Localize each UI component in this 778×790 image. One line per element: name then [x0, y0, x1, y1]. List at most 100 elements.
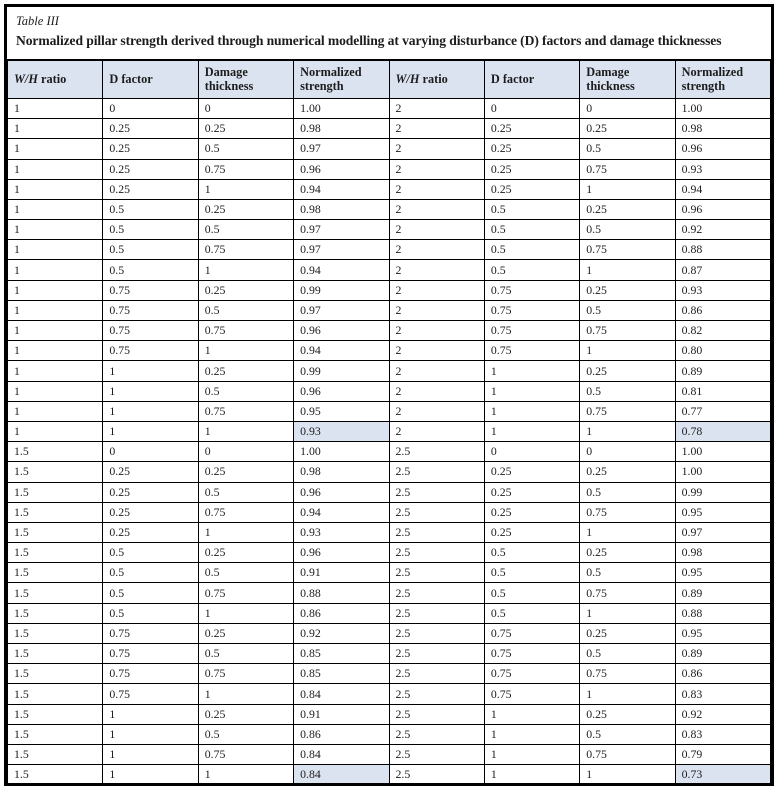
cell: 0.5 [483, 259, 581, 281]
cell: 0.75 [197, 582, 295, 604]
cell: 0.25 [102, 138, 199, 160]
cell: 1 [102, 420, 199, 443]
cell: 0.75 [483, 683, 581, 705]
table-row: 1.5 0.75 1 0.84 2.5 0.75 1 0.83 [7, 683, 771, 705]
column-header: D factor [102, 59, 199, 99]
cell: 0.25 [102, 461, 199, 483]
cell: 0.88 [674, 239, 771, 261]
cell: 2 [388, 198, 485, 221]
cell: 2 [388, 320, 485, 342]
cell: 0.96 [293, 542, 390, 564]
cell: 1 [483, 703, 581, 725]
cell: 0.25 [102, 118, 199, 140]
table-row: 1.5 0.25 0.5 0.96 2.5 0.25 0.5 0.99 [7, 481, 771, 503]
cell: 0.97 [293, 138, 390, 160]
table-row: 1 0.75 0.75 0.96 2 0.75 0.75 0.82 [7, 320, 771, 342]
cell: 1 [197, 683, 295, 705]
cell: 1.5 [7, 743, 104, 766]
column-header-text: W/H [395, 72, 420, 87]
cell: 1 [197, 602, 295, 624]
cell: 1 [102, 380, 199, 402]
cell: 1 [197, 420, 295, 443]
cell: 2.5 [388, 521, 485, 544]
cell: 1 [7, 97, 104, 120]
cell: 2.5 [388, 743, 485, 766]
cell: 0.84 [293, 683, 390, 705]
cell: 1 [7, 380, 104, 402]
cell: 0 [197, 97, 295, 120]
cell: 1 [483, 743, 581, 766]
column-header: W/H ratio [388, 59, 485, 99]
cell: 1 [197, 259, 295, 281]
cell: 0.95 [293, 400, 390, 422]
cell: 0.75 [197, 320, 295, 342]
table-row: 1.5 0.5 0.75 0.88 2.5 0.5 0.75 0.89 [7, 582, 771, 604]
cell: 1 [7, 340, 104, 362]
cell: 1.00 [674, 97, 771, 120]
cell: 0.75 [102, 683, 199, 705]
cell: 0.5 [197, 481, 295, 503]
column-header-text: W/H [14, 72, 38, 87]
cell: 2 [388, 178, 485, 200]
table-row: 1 0.5 0.75 0.97 2 0.5 0.75 0.88 [7, 239, 771, 261]
column-header-text: ratio [419, 72, 448, 87]
cell: 0.5 [579, 299, 676, 322]
cell: 2.5 [388, 481, 485, 503]
cell: 0.75 [579, 663, 676, 685]
cell: 0.5 [483, 198, 581, 221]
table-row: 1 0.5 0.5 0.97 2 0.5 0.5 0.92 [7, 219, 771, 241]
cell: 0.83 [674, 683, 771, 705]
cell: 0.5 [102, 582, 199, 604]
table-row: 1 0.25 0.75 0.96 2 0.25 0.75 0.93 [7, 158, 771, 180]
cell: 1.5 [7, 643, 104, 665]
cell: 0.25 [102, 521, 199, 544]
cell: 2.5 [388, 703, 485, 725]
cell: 1 [102, 723, 199, 745]
cell: 0.99 [293, 279, 390, 301]
cell: 0.75 [579, 320, 676, 342]
cell: 0.81 [674, 380, 771, 402]
cell: 2.5 [388, 683, 485, 705]
column-header-text: D factor [490, 72, 535, 87]
cell: 2.5 [388, 764, 485, 783]
table-row: 1 0.5 0.25 0.98 2 0.5 0.25 0.96 [7, 198, 771, 221]
cell: 0.5 [102, 542, 199, 564]
cell: 0.5 [102, 239, 199, 261]
cell: 0 [579, 441, 676, 463]
cell: 0.97 [293, 239, 390, 261]
cell: 1 [7, 239, 104, 261]
column-header-text: Damage thickness [586, 65, 635, 94]
cell: 0.5 [579, 723, 676, 745]
cell: 0.83 [674, 723, 771, 745]
table-label: Table III [16, 14, 59, 28]
cell: 1.5 [7, 703, 104, 725]
cell: 0.75 [483, 299, 581, 322]
cell: 1 [7, 320, 104, 342]
cell: 0.91 [293, 562, 390, 584]
cell: 0.5 [102, 259, 199, 281]
cell: 0.5 [483, 239, 581, 261]
table-row: 1.5 0.5 1 0.86 2.5 0.5 1 0.88 [7, 602, 771, 624]
cell: 2.5 [388, 622, 485, 645]
cell: 1 [7, 279, 104, 301]
cell: 0.98 [293, 198, 390, 221]
cell: 1 [483, 420, 581, 443]
cell: 0.5 [197, 562, 295, 584]
cell: 0 [483, 97, 581, 120]
cell: 0.75 [579, 400, 676, 422]
cell: 2.5 [388, 461, 485, 483]
cell: 0.96 [293, 380, 390, 402]
table-row: 1.5 1 0.5 0.86 2.5 1 0.5 0.83 [7, 723, 771, 745]
cell: 1.00 [293, 97, 390, 120]
table-row: 1.5 0.25 1 0.93 2.5 0.25 1 0.97 [7, 521, 771, 544]
cell: 0.25 [579, 118, 676, 140]
cell: 0.93 [674, 158, 771, 180]
cell: 1.5 [7, 683, 104, 705]
cell: 0.25 [483, 521, 581, 544]
table-body: 1 0 0 1.00 2 0 0 1.00 1 0.25 0.25 0.98 2 0.25 0.25 0.98… [7, 97, 771, 783]
cell: 1 [483, 380, 581, 402]
cell: 0.25 [197, 622, 295, 645]
table-row: 1.5 1 1 0.84 2.5 1 1 0.73 [7, 764, 771, 783]
cell: 0.86 [293, 602, 390, 624]
cell: 0.25 [197, 279, 295, 301]
